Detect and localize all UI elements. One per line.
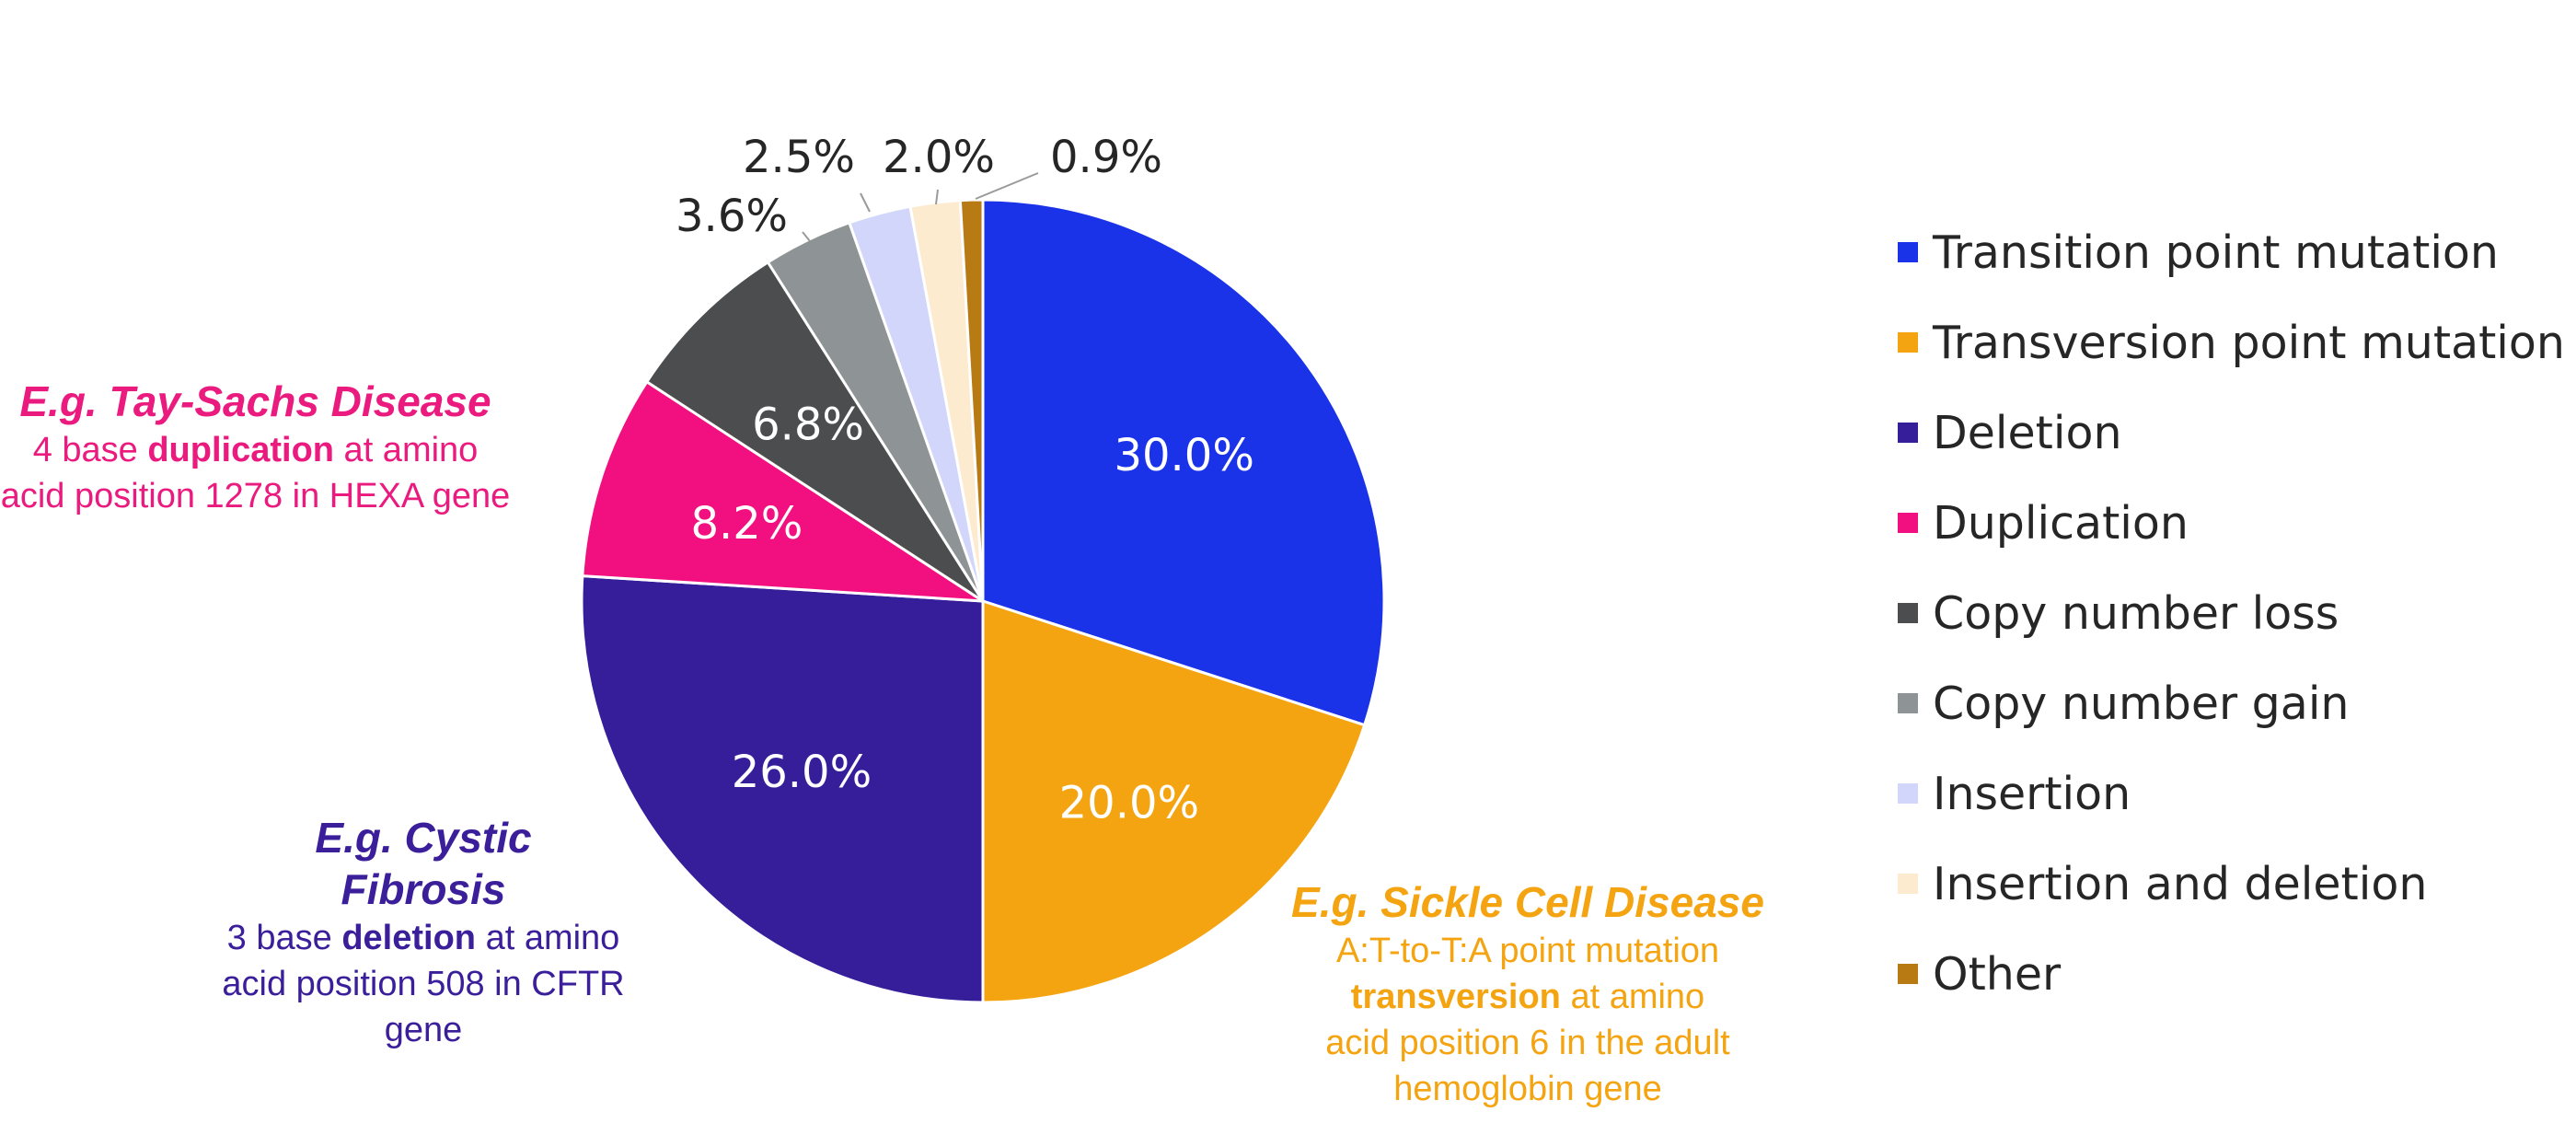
legend-swatch (1898, 242, 1918, 262)
legend-swatch (1898, 513, 1918, 533)
leader-line-insertion-and-deletion (935, 189, 939, 205)
pie-slice-copy-number-loss (644, 260, 985, 603)
slice-label-deletion: 26.0% (732, 747, 872, 798)
legend-swatch (1898, 332, 1918, 353)
leader-line-other (975, 172, 1039, 200)
legend-item-insertion-and-deletion: Insertion and deletion (1898, 839, 2565, 929)
legend-label: Insertion and deletion (1933, 857, 2428, 910)
leader-line-copy-number-gain (802, 231, 811, 242)
legend-item-transversion-point-mutation: Transversion point mutation (1898, 297, 2565, 388)
pie-slice-transversion-point-mutation (981, 598, 1367, 1004)
legend-label: Insertion (1933, 767, 2131, 820)
annotation-tay-sachs-title: E.g. Tay-Sachs Disease (19, 377, 491, 425)
pie-slice-deletion (580, 574, 985, 1004)
annotation-cystic-fibrosis: E.g. Cystic Fibrosis 3 base deletion at … (212, 812, 635, 1053)
annotation-tay-sachs: E.g. Tay-Sachs Disease 4 base duplicatio… (0, 376, 511, 519)
legend-label: Transition point mutation (1933, 226, 2499, 279)
legend-swatch (1898, 783, 1918, 804)
slice-label-copy-number-loss: 6.8% (752, 400, 864, 451)
legend-swatch (1898, 423, 1918, 443)
legend-item-deletion: Deletion (1898, 388, 2565, 478)
annotation-sickle-cell: E.g. Sickle Cell Disease A:T-to-T:A poin… (1270, 876, 1785, 1112)
pie-slice-duplication (581, 379, 988, 603)
legend-label: Copy number gain (1933, 677, 2350, 730)
slice-label-transition-point-mutation: 30.0% (1114, 430, 1253, 481)
legend-swatch (1898, 693, 1918, 713)
legend-item-insertion: Insertion (1898, 748, 2565, 839)
leader-lines (802, 172, 1039, 242)
legend-swatch (1898, 964, 1918, 984)
annotation-cystic-fibrosis-title: E.g. Cystic Fibrosis (315, 814, 532, 913)
legend-label: Duplication (1933, 496, 2189, 550)
slice-label-insertion-and-deletion: 2.0% (883, 132, 995, 183)
legend-item-duplication: Duplication (1898, 478, 2565, 568)
slice-label-duplication: 8.2% (690, 498, 803, 550)
legend-label: Deletion (1933, 406, 2122, 459)
legend-label: Transversion point mutation (1933, 316, 2565, 369)
annotation-tay-sachs-body: 4 base duplication at amino acid positio… (0, 431, 511, 515)
slice-label-insertion: 2.5% (743, 132, 855, 183)
legend-item-transition-point-mutation: Transition point mutation (1898, 207, 2565, 297)
legend-label: Other (1933, 947, 2062, 1001)
annotation-cystic-fibrosis-body: 3 base deletion at amino acid position 5… (222, 919, 625, 1049)
legend-item-copy-number-loss: Copy number loss (1898, 568, 2565, 658)
pie-slices (580, 198, 1386, 1004)
annotation-sickle-cell-body: A:T-to-T:A point mutation transversion a… (1325, 932, 1730, 1108)
annotation-sickle-cell-title: E.g. Sickle Cell Disease (1291, 878, 1764, 926)
slice-labels: 30.0% 20.0% 26.0% 8.2% 6.8% 3.6% 2.5% 2.0% 0.9% (676, 132, 1254, 829)
pie-slice-other (958, 198, 985, 602)
legend-item-copy-number-gain: Copy number gain (1898, 658, 2565, 748)
slice-label-transversion-point-mutation: 20.0% (1059, 778, 1199, 829)
legend-swatch (1898, 874, 1918, 894)
legend: Transition point mutation Transversion po… (1898, 207, 2565, 1019)
pie-slice-transition-point-mutation (981, 198, 1386, 727)
legend-swatch (1898, 603, 1918, 623)
legend-label: Copy number loss (1933, 586, 2339, 640)
slice-label-other: 0.9% (1050, 132, 1162, 183)
legend-item-other: Other (1898, 929, 2565, 1019)
leader-line-insertion (860, 192, 871, 213)
slice-label-copy-number-gain: 3.6% (676, 191, 788, 242)
